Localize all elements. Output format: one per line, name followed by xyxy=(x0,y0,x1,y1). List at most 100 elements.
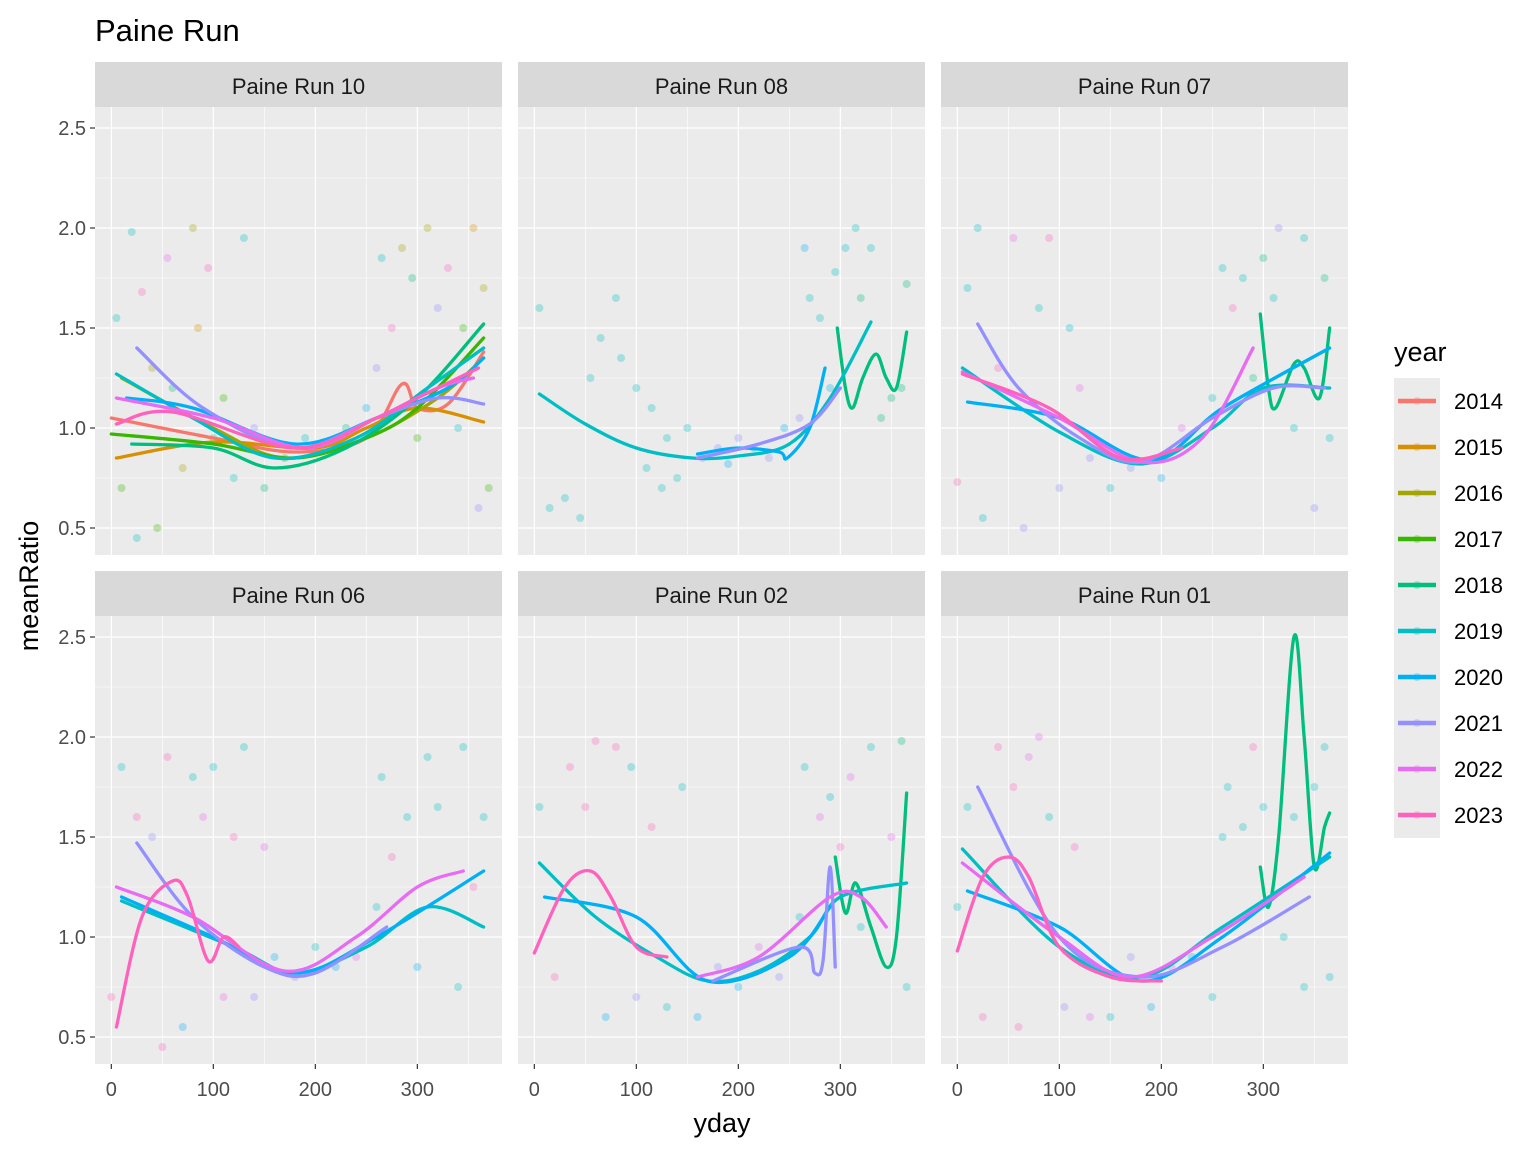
facet-strip-label: Paine Run 08 xyxy=(655,74,788,99)
data-point-2019 xyxy=(596,334,605,342)
data-point-2021 xyxy=(1019,524,1028,532)
data-point-2017 xyxy=(484,484,493,492)
legend-title: year xyxy=(1394,337,1447,367)
smooth-line-2022 xyxy=(114,869,465,973)
legend-key-point-2016 xyxy=(1413,489,1421,497)
legend-label-2018: 2018 xyxy=(1454,573,1503,598)
legend-label-2017: 2017 xyxy=(1454,527,1503,552)
smooth-line-2020 xyxy=(119,869,486,975)
data-point-2019 xyxy=(239,234,248,242)
legend-label-2023: 2023 xyxy=(1454,803,1503,828)
data-point-2019 xyxy=(1325,434,1334,442)
data-point-2019 xyxy=(479,813,488,821)
data-point-2019 xyxy=(586,374,595,382)
data-point-2023 xyxy=(953,478,962,486)
data-point-2019 xyxy=(459,743,468,751)
data-point-2019 xyxy=(403,813,412,821)
data-point-2023 xyxy=(647,823,656,831)
smooth-line-2019 xyxy=(537,320,873,461)
data-point-2023 xyxy=(1045,234,1054,242)
data-point-2019 xyxy=(841,244,850,252)
x-tick-label: 100 xyxy=(197,1079,230,1101)
data-point-2018 xyxy=(1259,254,1268,262)
data-point-2023 xyxy=(163,753,172,761)
data-point-2019 xyxy=(1034,304,1043,312)
data-point-2019 xyxy=(112,314,121,322)
data-point-2019 xyxy=(647,404,656,412)
data-point-2019 xyxy=(454,424,463,432)
data-point-2019 xyxy=(851,224,860,232)
legend-label-2022: 2022 xyxy=(1454,757,1503,782)
data-point-2019 xyxy=(617,354,626,362)
x-tick-label: 200 xyxy=(299,1079,332,1101)
data-point-2020 xyxy=(413,963,422,971)
data-point-2018 xyxy=(887,394,896,402)
data-point-2022 xyxy=(887,833,896,841)
data-point-2019 xyxy=(1208,993,1217,1001)
data-point-2019 xyxy=(560,494,569,502)
data-point-2019 xyxy=(856,923,865,931)
data-point-2019 xyxy=(1223,783,1232,791)
data-point-2023 xyxy=(1009,783,1018,791)
data-point-2019 xyxy=(657,484,666,492)
data-point-2023 xyxy=(611,743,620,751)
x-tick-label: 0 xyxy=(106,1079,117,1101)
data-point-2023 xyxy=(994,743,1003,751)
data-point-2022 xyxy=(1024,753,1033,761)
data-point-2023 xyxy=(469,883,478,891)
data-point-2019 xyxy=(1106,484,1115,492)
legend: year 2014 2015 2016 2017 2018 2019 2020 2021 202… xyxy=(1394,337,1503,838)
panel-background xyxy=(95,107,502,555)
y-tick-label: 1.0 xyxy=(58,927,86,949)
panel-background xyxy=(518,616,925,1064)
legend-key-point-2018 xyxy=(1413,581,1421,589)
facet-strip xyxy=(518,62,925,107)
data-point-2023 xyxy=(387,324,396,332)
y-tick-label: 2.0 xyxy=(58,727,86,749)
data-point-2019 xyxy=(826,793,835,801)
data-point-2021 xyxy=(1060,1003,1069,1011)
data-point-2022 xyxy=(846,773,855,781)
data-point-2017 xyxy=(413,434,422,442)
data-point-2019 xyxy=(1289,424,1298,432)
facet-strip-label: Paine Run 06 xyxy=(232,583,365,608)
smooth-line-2018 xyxy=(833,791,909,969)
x-tick-label: 0 xyxy=(952,1079,963,1101)
smooth-line-2021 xyxy=(135,841,389,979)
data-point-2015 xyxy=(469,224,478,232)
data-point-2021 xyxy=(734,434,743,442)
data-point-2022 xyxy=(1009,234,1018,242)
chart-title: Paine Run xyxy=(95,13,240,48)
smooth-line-2021 xyxy=(711,865,837,983)
data-point-2019 xyxy=(1045,813,1054,821)
data-point-2019 xyxy=(662,434,671,442)
data-point-2019 xyxy=(127,228,136,236)
data-point-2022 xyxy=(1177,424,1186,432)
data-point-2019 xyxy=(1279,933,1288,941)
data-point-2019 xyxy=(1325,973,1334,981)
data-point-2021 xyxy=(148,833,157,841)
panel-background xyxy=(941,107,1348,555)
data-point-2019 xyxy=(902,983,911,991)
data-point-2019 xyxy=(866,743,875,751)
data-point-2023 xyxy=(107,993,116,1001)
data-point-2021 xyxy=(1126,953,1135,961)
data-point-2021 xyxy=(1085,454,1094,462)
data-point-2021 xyxy=(764,454,773,462)
data-point-2021 xyxy=(250,424,259,432)
data-point-2020 xyxy=(362,404,371,412)
data-point-2020 xyxy=(601,1013,610,1021)
legend-label-2014: 2014 xyxy=(1454,389,1503,414)
smooth-line-2023 xyxy=(960,372,1184,462)
data-point-2023 xyxy=(836,843,845,851)
data-point-2023 xyxy=(566,763,575,771)
legend-key-point-2021 xyxy=(1413,719,1421,727)
smooth-line-2023 xyxy=(114,366,481,450)
data-point-2023 xyxy=(591,737,600,745)
facet-panel: Paine Run 02 0 100 200 300 xyxy=(518,571,925,1101)
x-tick-label: 200 xyxy=(722,1079,755,1101)
x-tick-label: 0 xyxy=(529,1079,540,1101)
data-point-2019 xyxy=(535,304,544,312)
y-tick-label: 2.5 xyxy=(58,118,86,140)
